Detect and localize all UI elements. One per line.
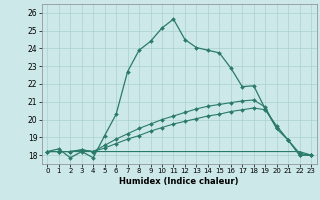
X-axis label: Humidex (Indice chaleur): Humidex (Indice chaleur) <box>119 177 239 186</box>
